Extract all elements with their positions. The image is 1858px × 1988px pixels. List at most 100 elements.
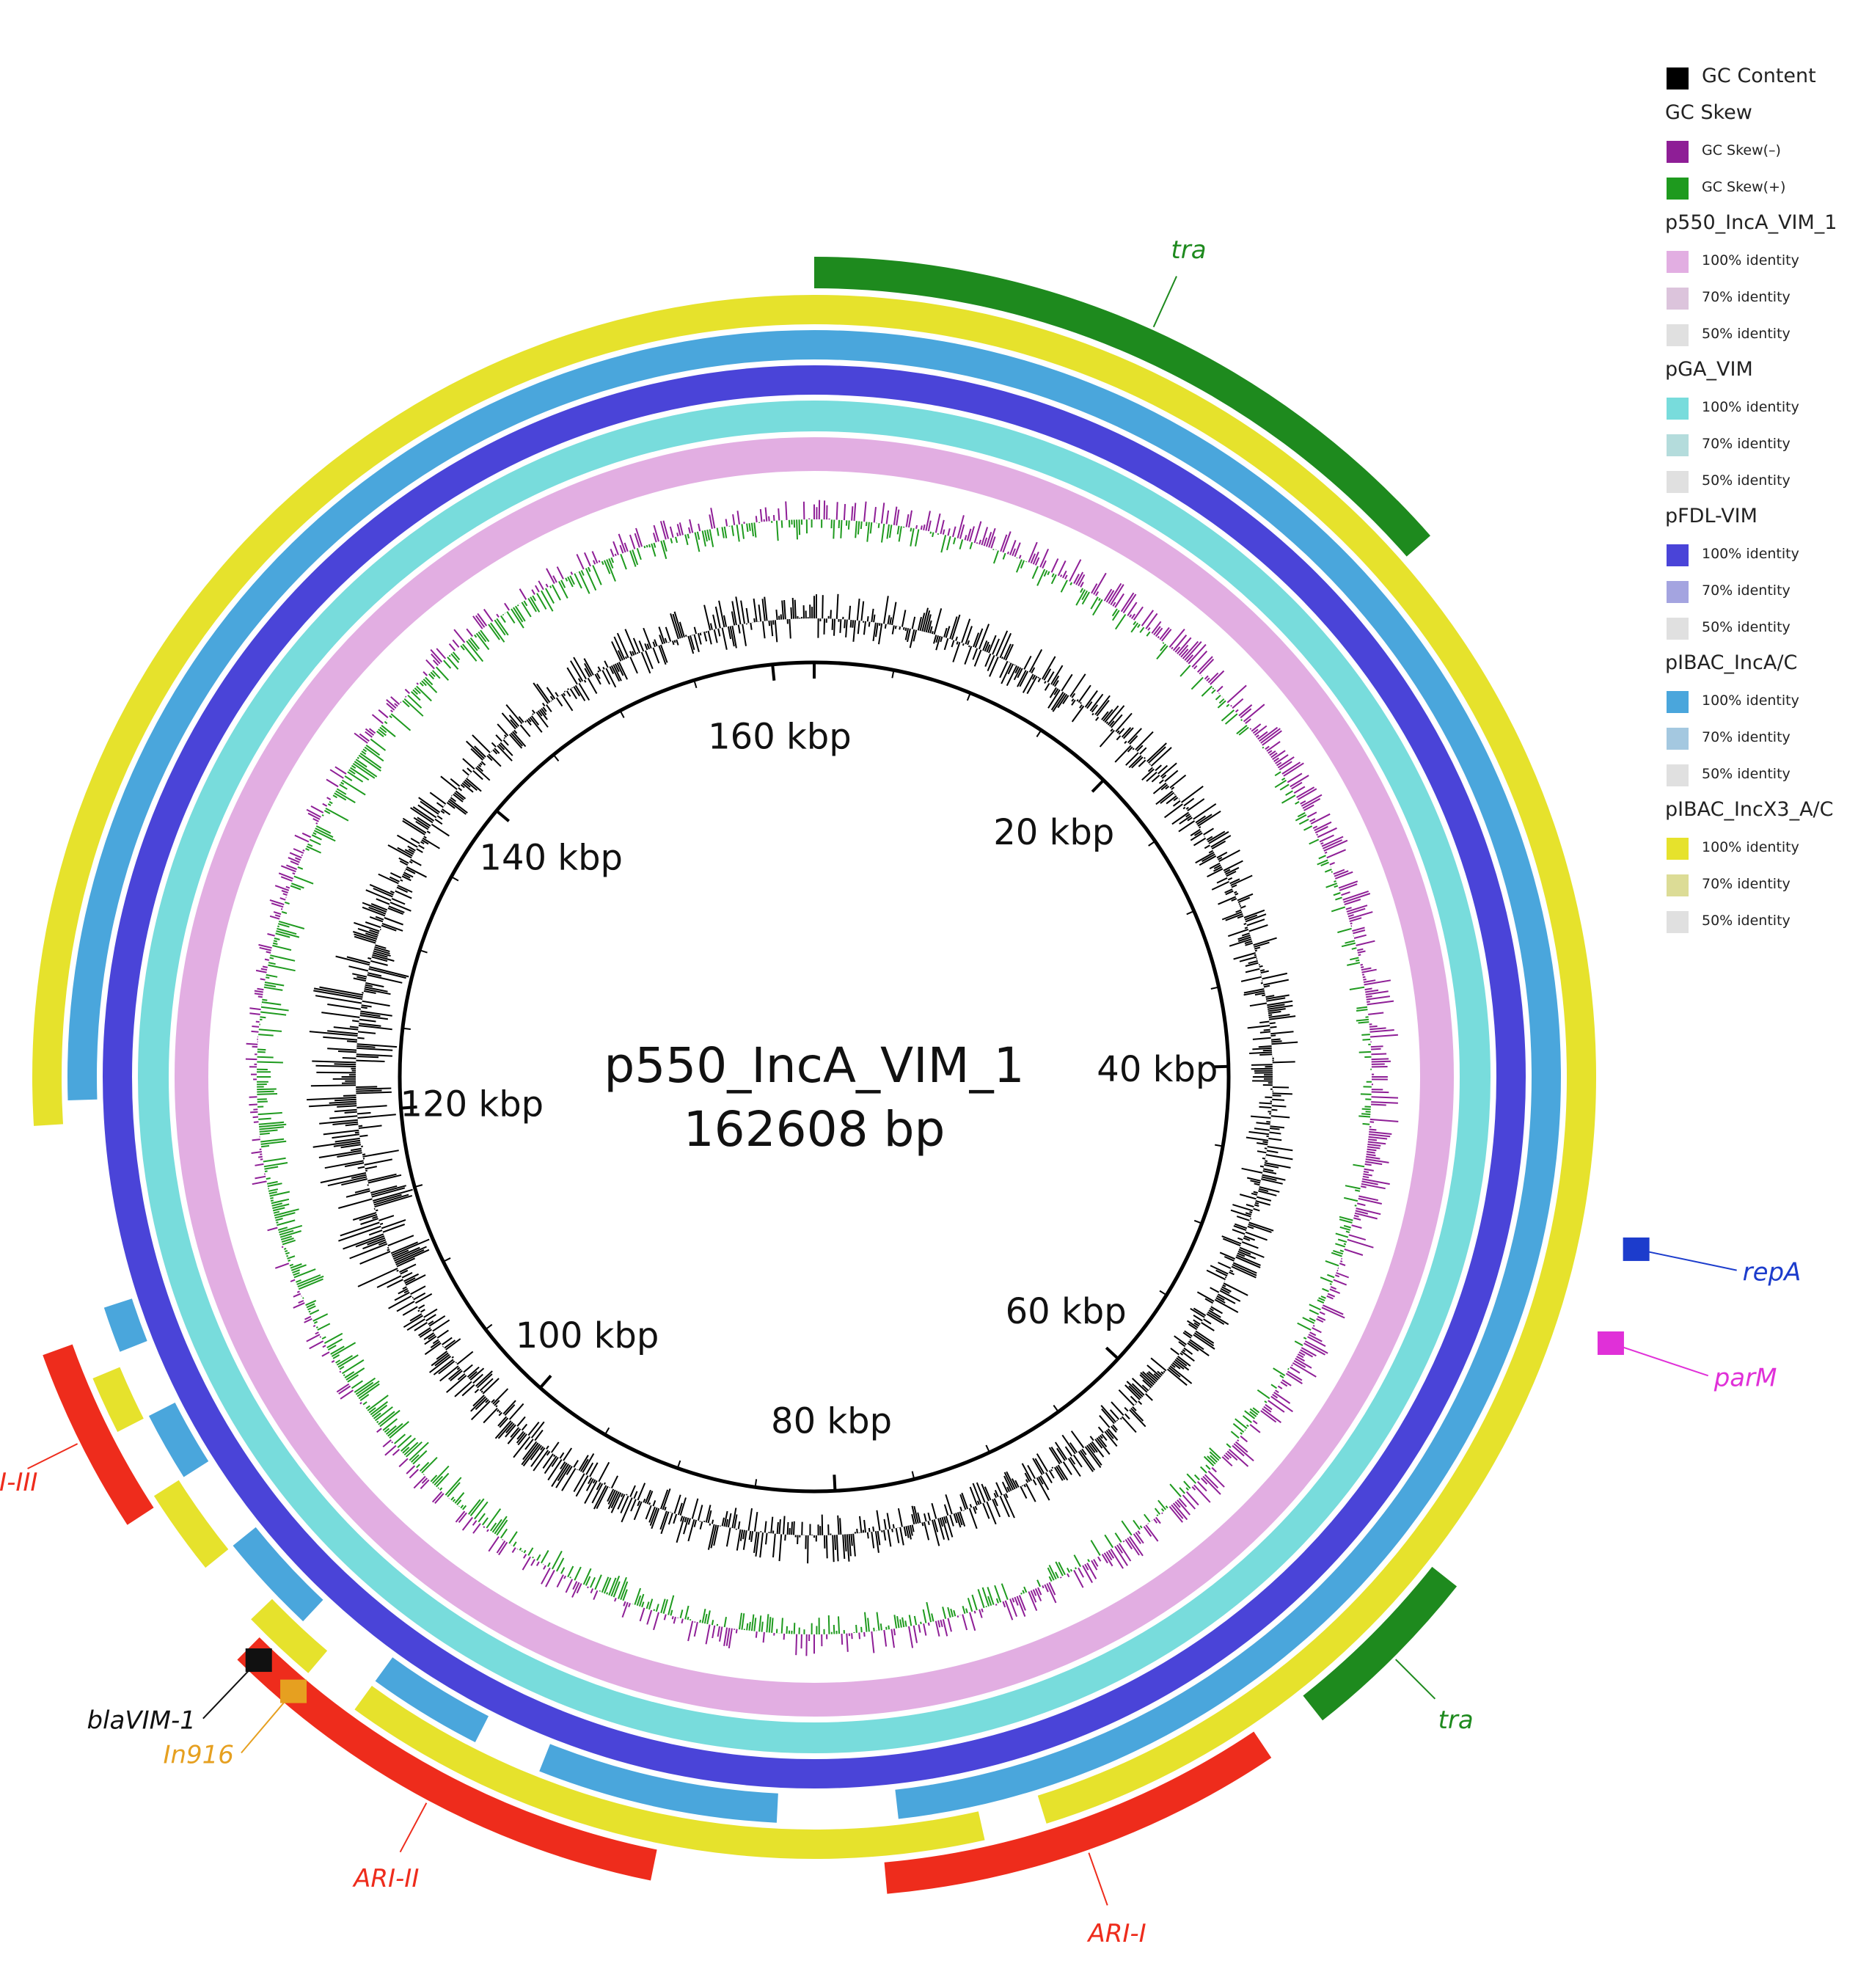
feature-label: In916	[163, 1741, 233, 1770]
legend-identity-swatch	[1667, 874, 1689, 896]
feature-label: ARI-I	[1086, 1919, 1146, 1948]
scale-label: 40 kbp	[1097, 1049, 1218, 1090]
legend-gc-skew-heading: GC Skew	[1665, 101, 1752, 124]
legend-group-name: pFDL-VIM	[1665, 505, 1758, 527]
scale-tick	[604, 1427, 610, 1436]
feature-arc-ARI-II	[237, 1637, 657, 1881]
feature-label: tra	[1438, 1706, 1474, 1735]
legend-identity-label: 100% identity	[1702, 692, 1799, 709]
ring-4-segment-5	[148, 1403, 209, 1477]
gc-skew-positive-trace	[256, 519, 1372, 1635]
legend-group-heading: pIBAC_IncX3_A/C	[1659, 792, 1857, 829]
scale-tick	[401, 1106, 417, 1110]
ring-4-segment-6	[103, 1298, 147, 1352]
scale-label: 160 kbp	[708, 716, 852, 757]
scale-tick	[1053, 1405, 1059, 1413]
legend-gc-skew-pos: GC Skew(+)	[1659, 169, 1857, 205]
legend-identity-swatch	[1667, 544, 1689, 566]
legend-gc-skew-neg-label: GC Skew(–)	[1702, 142, 1781, 158]
legend-identity-label: 50% identity	[1702, 472, 1791, 489]
legend-identity-swatch	[1667, 691, 1689, 713]
plasmid-name: p550_IncA_VIM_1	[604, 1037, 1024, 1094]
scale-tick	[1210, 986, 1219, 990]
feature-leader-line	[241, 1690, 294, 1754]
gc-skew-track	[245, 500, 1399, 1656]
legend-identity-row: 100% identity	[1659, 389, 1857, 425]
scale-tick	[771, 664, 776, 681]
scale-tick	[450, 876, 459, 882]
scale-tick	[966, 692, 971, 701]
legend-identity-row: 70% identity	[1659, 572, 1857, 609]
gc-skew-negative-trace	[245, 500, 1399, 1656]
legend-identity-label: 70% identity	[1702, 729, 1791, 745]
legend-identity-row: 100% identity	[1659, 242, 1857, 279]
scale-tick	[495, 809, 511, 822]
scale-tick	[891, 670, 895, 679]
feature-leader-line	[202, 1659, 260, 1720]
feature-arc-tra	[814, 257, 1430, 557]
legend-identity-swatch	[1667, 728, 1689, 750]
feature-leader-line	[1088, 1852, 1108, 1906]
feature-label: ARI-III	[0, 1468, 37, 1497]
legend-identity-label: 100% identity	[1702, 839, 1799, 855]
legend-identity-row: 50% identity	[1659, 609, 1857, 646]
legend-identity-label: 100% identity	[1702, 252, 1799, 268]
scale-tick	[676, 1460, 681, 1469]
feature-arc-ARI-I	[884, 1731, 1272, 1894]
ring-1-segment-1	[175, 437, 1454, 1717]
legend-group-heading: p550_IncA_VIM_1	[1659, 205, 1857, 242]
legend: GC Content GC Skew GC Skew(–) GC Skew(+)…	[1659, 59, 1857, 939]
scale-tick	[693, 679, 698, 689]
feature-label: tra	[1171, 235, 1206, 265]
scale-tick	[485, 1323, 493, 1331]
gc-content-track	[307, 593, 1298, 1564]
scale-tick	[419, 949, 428, 954]
scale-tick	[1091, 779, 1105, 793]
feature-label: parM	[1713, 1363, 1777, 1392]
ring-5-segment-5	[92, 1367, 144, 1432]
legend-identity-swatch	[1667, 911, 1689, 933]
scale-tick	[442, 1257, 451, 1262]
legend-identity-swatch	[1667, 434, 1689, 456]
feature-leader-line	[27, 1443, 78, 1469]
scale-tick	[833, 1474, 837, 1491]
ring-4-segment-3	[375, 1657, 489, 1743]
legend-identity-row: 70% identity	[1659, 719, 1857, 756]
scale-label: 80 kbp	[771, 1400, 892, 1441]
legend-identity-row: 50% identity	[1659, 462, 1857, 499]
scale-ticks	[401, 662, 1229, 1491]
blast-identity-rings	[32, 295, 1596, 1859]
scale-tick	[402, 1027, 411, 1030]
scale-tick	[414, 1184, 423, 1188]
scale-tick	[911, 1471, 915, 1480]
legend-group-name: pGA_VIM	[1665, 358, 1753, 381]
legend-identity-label: 50% identity	[1702, 326, 1791, 342]
scale-tick	[1159, 1290, 1167, 1296]
legend-identity-row: 70% identity	[1659, 866, 1857, 902]
scale-tick	[1036, 729, 1042, 738]
ring-4-segment-7	[67, 330, 814, 1100]
legend-group-name: pIBAC_IncX3_A/C	[1665, 798, 1834, 821]
legend-identity-label: 70% identity	[1702, 582, 1791, 599]
legend-group-heading: pGA_VIM	[1659, 352, 1857, 389]
legend-identity-row: 50% identity	[1659, 756, 1857, 792]
legend-identity-swatch	[1667, 288, 1689, 310]
ring-4-segment-4	[233, 1527, 323, 1622]
legend-gc-skew-pos-label: GC Skew(+)	[1702, 179, 1786, 195]
scale-tick	[1193, 1219, 1202, 1224]
legend-identity-swatch	[1667, 324, 1689, 346]
scale-label: 100 kbp	[516, 1315, 659, 1356]
legend-identity-swatch	[1667, 618, 1689, 640]
legend-identity-swatch	[1667, 581, 1689, 603]
legend-identity-row: 100% identity	[1659, 682, 1857, 719]
legend-group-heading: pIBAC_IncA/C	[1659, 646, 1857, 682]
feature-leader-line	[1610, 1342, 1709, 1377]
scale-tick	[1215, 1144, 1224, 1147]
gc-content-trace	[307, 593, 1298, 1564]
legend-identity-row: 100% identity	[1659, 829, 1857, 866]
ring-5-segment-3	[251, 1598, 328, 1673]
scale-tick	[985, 1444, 990, 1453]
ring-3-segment-1	[103, 365, 1526, 1788]
legend-identity-row: 70% identity	[1659, 279, 1857, 315]
